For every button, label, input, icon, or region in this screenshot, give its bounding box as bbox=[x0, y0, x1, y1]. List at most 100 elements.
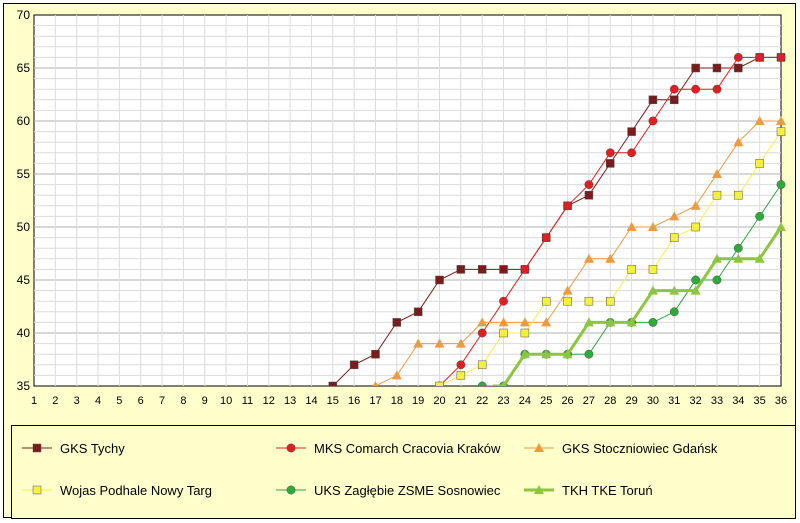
legend-label-wojas-podhale: Wojas Podhale Nowy Targ bbox=[60, 482, 212, 498]
data-point bbox=[627, 127, 636, 136]
x-tick-label: 4 bbox=[95, 395, 101, 407]
x-tick-label: 18 bbox=[391, 395, 403, 407]
series-6 bbox=[492, 222, 786, 386]
x-tick-label: 20 bbox=[433, 395, 445, 407]
x-tick-labels: 1 2 3 4 5 6 7 8 9 10 11 12 13 14 15 16 17 18 19 20 21 22 23 24 2… bbox=[31, 395, 787, 407]
data-point bbox=[626, 222, 637, 231]
legend-swatch-gks-stoczniowiec bbox=[524, 443, 554, 452]
plot-area bbox=[33, 14, 782, 387]
data-point bbox=[605, 253, 616, 263]
legend-marker bbox=[534, 485, 544, 494]
data-point bbox=[563, 201, 572, 211]
x-tick-label: 12 bbox=[263, 395, 275, 407]
data-point bbox=[477, 317, 488, 327]
data-point bbox=[392, 318, 402, 327]
data-point bbox=[776, 222, 786, 231]
data-point bbox=[391, 370, 402, 380]
series-3 bbox=[372, 116, 786, 386]
data-point bbox=[477, 360, 487, 370]
legend-marker bbox=[534, 443, 544, 452]
legend-swatch-gks-tychy bbox=[22, 443, 52, 453]
data-point bbox=[691, 84, 701, 94]
data-point bbox=[691, 63, 700, 73]
data-point bbox=[669, 211, 680, 221]
data-point bbox=[690, 200, 701, 210]
data-point bbox=[648, 116, 658, 126]
data-point bbox=[712, 63, 722, 73]
y-tick-label: 55 bbox=[17, 167, 31, 181]
legend-marker bbox=[286, 443, 296, 453]
data-point bbox=[541, 349, 552, 359]
y-tick-label: 40 bbox=[17, 326, 31, 340]
legend-label-gks-tychy: GKS Tychy bbox=[60, 440, 125, 456]
legend-marker bbox=[32, 485, 42, 495]
legend-item-mks-cracovia: MKS Comarch Cracovia Kraków bbox=[274, 436, 500, 460]
data-point bbox=[734, 190, 743, 200]
legend-swatch-uks-zaglebie bbox=[276, 485, 306, 495]
x-tick-label: 32 bbox=[690, 395, 702, 407]
x-tick-label: 28 bbox=[604, 395, 616, 407]
x-tick-label: 5 bbox=[116, 395, 122, 407]
x-tick-label: 14 bbox=[305, 395, 317, 407]
legend-label-tkh-torun: TKH TKE Toruń bbox=[562, 482, 653, 498]
data-point bbox=[583, 317, 594, 327]
data-point bbox=[500, 381, 507, 386]
x-tick-label: 16 bbox=[348, 395, 360, 407]
x-tick-label: 10 bbox=[220, 395, 232, 407]
x-tick-label: 3 bbox=[74, 395, 80, 407]
data-point bbox=[584, 296, 594, 306]
data-point bbox=[520, 328, 530, 338]
data-point bbox=[712, 84, 722, 94]
x-tick-label: 26 bbox=[561, 395, 573, 407]
x-tick-label: 17 bbox=[369, 395, 381, 407]
data-point bbox=[434, 338, 445, 348]
x-tick-label: 27 bbox=[583, 395, 595, 407]
data-point bbox=[776, 127, 786, 136]
data-point bbox=[477, 265, 487, 274]
data-point bbox=[606, 159, 615, 168]
data-point bbox=[669, 285, 680, 295]
x-tick-label: 9 bbox=[202, 395, 208, 407]
data-point bbox=[669, 84, 679, 94]
data-point bbox=[413, 338, 424, 348]
y-tick-labels: 35 40 45 50 55 60 65 70 bbox=[17, 8, 31, 393]
data-point bbox=[563, 296, 572, 306]
legend-item-gks-stoczniowiec: GKS Stoczniowiec Gdańsk bbox=[522, 436, 717, 460]
x-tick-label: 31 bbox=[668, 395, 680, 407]
series-line bbox=[375, 120, 781, 386]
legend-swatch-wojas-podhale bbox=[22, 485, 52, 495]
data-point bbox=[499, 265, 508, 274]
x-tick-label: 21 bbox=[455, 395, 467, 407]
data-point bbox=[519, 317, 530, 327]
data-point bbox=[456, 360, 466, 370]
x-tick-label: 24 bbox=[519, 395, 531, 407]
data-point bbox=[606, 296, 615, 306]
data-point bbox=[712, 275, 722, 285]
data-point bbox=[647, 222, 658, 231]
legend-item-wojas-podhale: Wojas Podhale Nowy Targ bbox=[20, 478, 212, 502]
data-point bbox=[583, 253, 594, 263]
data-point bbox=[733, 243, 743, 253]
x-tick-label: 36 bbox=[775, 395, 787, 407]
legend-item-uks-zaglebie: UKS Zagłębie ZSME Sosnowiec bbox=[274, 478, 500, 502]
legend-label-mks-cracovia: MKS Comarch Cracovia Kraków bbox=[314, 440, 501, 456]
data-point bbox=[435, 275, 444, 285]
legend-marker bbox=[32, 443, 42, 453]
data-point bbox=[754, 253, 765, 263]
legend-swatch-tkh-torun bbox=[524, 485, 554, 494]
data-point bbox=[754, 116, 765, 125]
data-point bbox=[669, 307, 679, 317]
data-point bbox=[670, 233, 679, 242]
data-point bbox=[371, 349, 380, 359]
data-point bbox=[776, 180, 786, 190]
data-point bbox=[690, 285, 701, 295]
data-point bbox=[691, 275, 701, 285]
x-tick-label: 19 bbox=[412, 395, 424, 407]
data-point bbox=[584, 349, 594, 359]
legend-swatch-mks-cracovia bbox=[276, 443, 306, 453]
data-point bbox=[584, 180, 594, 190]
data-point bbox=[647, 285, 658, 295]
data-point bbox=[584, 190, 594, 200]
data-point bbox=[776, 53, 786, 62]
